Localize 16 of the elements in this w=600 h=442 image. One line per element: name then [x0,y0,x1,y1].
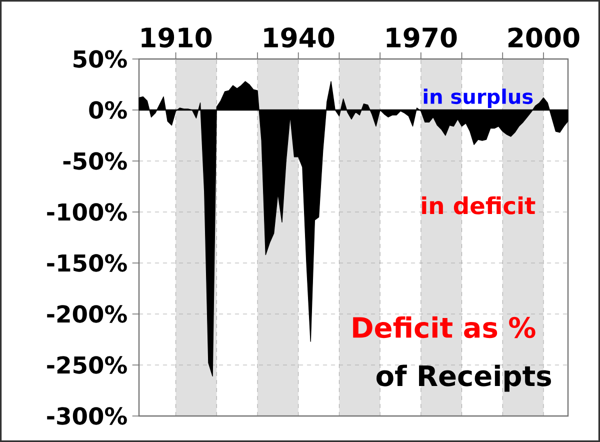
x-tick-label: 2000 [508,27,580,48]
y-tick-label: -50% [63,152,127,170]
text: of Receipts [376,364,551,392]
annotation: in surplus [424,88,533,108]
x-tick-label: 1970 [386,27,457,48]
y-tick-label: -150% [47,254,127,272]
y-tick-label: -250% [47,356,127,374]
y-tick-label: -200% [47,305,127,323]
text: Deficit as % [353,316,536,338]
x-tick-label: 1940 [264,27,334,48]
y-tick-label: 0% [89,101,127,119]
annotation: in deficit [422,196,536,214]
y-tick-label: -300% [47,407,127,425]
y-tick-label: 50% [74,50,127,68]
y-tick-label: -100% [47,203,127,221]
x-tick-label: 1910 [142,27,212,48]
